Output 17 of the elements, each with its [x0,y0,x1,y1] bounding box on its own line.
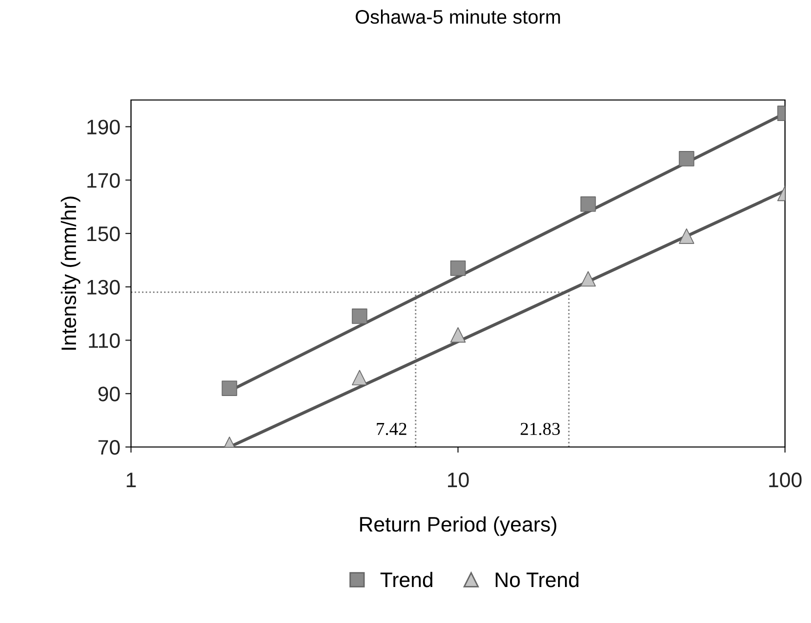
y-tick-label: 170 [87,173,120,188]
y-tick-label: 70 [98,440,120,455]
y-tick-label: 110 [88,333,120,348]
x-tick-label: 10 [448,472,469,488]
x-tick-label: 1 [126,472,136,488]
legend-label: Trend [380,572,432,588]
y-tick-label: 130 [87,280,120,295]
ref-line-label: 7.42 [376,422,406,436]
ref-line-label: 21.83 [520,422,560,436]
legend-label: No Trend [496,572,578,588]
y-tick-label: 190 [87,120,120,134]
y-tick-label: 150 [87,226,120,242]
y-tick-label: 90 [98,386,120,402]
y-axis-title: Intensity (mm/hr) [60,196,80,350]
chart-title: Oshawa-5 minute storm [356,10,560,24]
x-axis-title: Return Period (years) [360,516,556,536]
x-tick-label: 100 [769,472,802,488]
